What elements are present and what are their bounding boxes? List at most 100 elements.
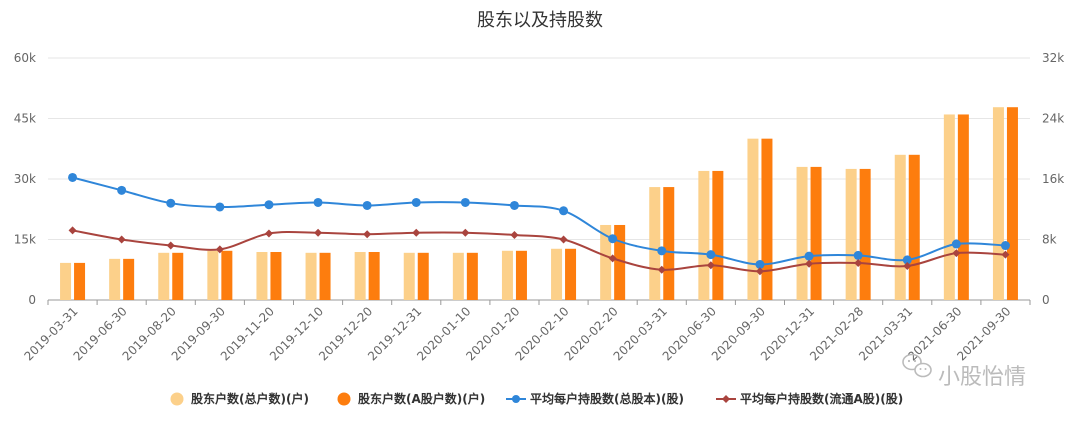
legend-item[interactable]: 平均每户持股数(总股本)(股): [506, 391, 684, 406]
right-axis-tick-label: 0: [1042, 293, 1050, 307]
line-point: [314, 228, 323, 237]
series-line: [72, 229, 1006, 273]
legend: 股东户数(总户数)(户) 股东户数(A股户数)(户) 平均每户持股数(总股本)(股)…: [170, 391, 903, 406]
left-axis-tick-label: 15k: [14, 233, 36, 247]
bar: [845, 168, 857, 300]
line-point: [804, 251, 814, 261]
line-point: [117, 185, 127, 195]
right-axis-tick-label: 8k: [1042, 233, 1057, 247]
bar: [466, 252, 478, 300]
bar: [992, 107, 1004, 300]
legend-label: 平均每户持股数(总股本)(股): [530, 391, 684, 406]
line-point: [1000, 241, 1010, 251]
grid-lines: [48, 57, 1030, 301]
bar: [319, 252, 331, 300]
line-point: [805, 259, 814, 268]
legend-label: 股东户数(总户数)(户): [191, 391, 309, 406]
bar: [403, 252, 415, 300]
bar: [123, 258, 135, 300]
bar: [74, 262, 86, 300]
line-point: [1001, 250, 1010, 259]
bar: [663, 187, 675, 300]
line-point: [313, 197, 323, 207]
watermark: 小股怡情: [902, 353, 1026, 390]
bar: [158, 252, 170, 300]
bar: [600, 224, 612, 300]
bar: [551, 248, 563, 300]
legend-marker: [512, 395, 520, 403]
line-point: [215, 202, 225, 212]
line-point: [461, 228, 470, 237]
legend-marker: [722, 395, 730, 403]
bar: [354, 252, 366, 300]
line-point: [903, 261, 912, 270]
bar: [565, 248, 577, 300]
line-point: [706, 261, 715, 270]
right-axis-tick-label: 16k: [1042, 172, 1064, 186]
line-point: [510, 230, 519, 239]
bar: [810, 166, 822, 300]
lines-layer: [68, 172, 1010, 276]
line-point: [412, 228, 421, 237]
bar: [957, 114, 969, 300]
line-point: [215, 245, 224, 254]
legend-marker: [170, 392, 184, 406]
left-axis-tick-label: 30k: [14, 172, 36, 186]
left-axis-tick-label: 60k: [14, 51, 36, 65]
bar: [368, 252, 380, 300]
line-point: [706, 250, 716, 260]
bar: [207, 250, 219, 300]
line-point: [363, 230, 372, 239]
right-axis-tick-label: 32k: [1042, 51, 1064, 65]
line-point: [755, 267, 764, 276]
bar: [894, 154, 906, 300]
legend-label: 股东户数(A股户数)(户): [358, 391, 485, 406]
bar: [515, 250, 527, 300]
bar: [452, 252, 464, 300]
line-point: [68, 172, 78, 182]
bar: [747, 138, 759, 300]
line-point: [68, 226, 77, 235]
bar: [908, 154, 920, 300]
line-point: [951, 239, 961, 249]
bar: [761, 138, 773, 300]
watermark-text: 小股怡情: [938, 365, 1026, 390]
line-point: [362, 200, 372, 210]
line-point: [559, 206, 569, 216]
bar: [417, 252, 429, 300]
legend-item[interactable]: 股东户数(A股户数)(户): [337, 391, 486, 406]
bar: [60, 262, 72, 300]
legend-item[interactable]: 平均每户持股数(流通A股)(股): [716, 391, 903, 406]
bar: [305, 252, 317, 300]
line-point: [657, 265, 666, 274]
line-point: [166, 198, 176, 208]
bar: [943, 114, 955, 300]
bar: [859, 168, 871, 300]
bar: [109, 258, 121, 300]
line-point: [411, 197, 421, 207]
line-point: [853, 250, 863, 260]
legend-marker: [337, 392, 351, 406]
bar: [649, 187, 661, 300]
line-point: [509, 200, 519, 210]
line-point: [608, 254, 617, 263]
bar: [221, 250, 233, 300]
line-point: [166, 241, 175, 250]
line-point: [264, 229, 273, 238]
legend-item[interactable]: 股东户数(总户数)(户): [170, 391, 309, 406]
line-point: [264, 200, 274, 210]
line-point: [657, 246, 667, 256]
left-axis-tick-label: 45k: [14, 112, 36, 126]
chart-title: 股东以及持股数: [477, 10, 603, 31]
line-point: [117, 235, 126, 244]
bar: [256, 252, 268, 300]
left-axis-tick-label: 0: [28, 293, 36, 307]
line-point: [608, 234, 618, 244]
line-point: [559, 235, 568, 244]
bar: [614, 224, 626, 300]
line-point: [854, 258, 863, 267]
line-point: [755, 259, 765, 269]
bar: [712, 170, 724, 300]
line-point: [952, 249, 961, 258]
